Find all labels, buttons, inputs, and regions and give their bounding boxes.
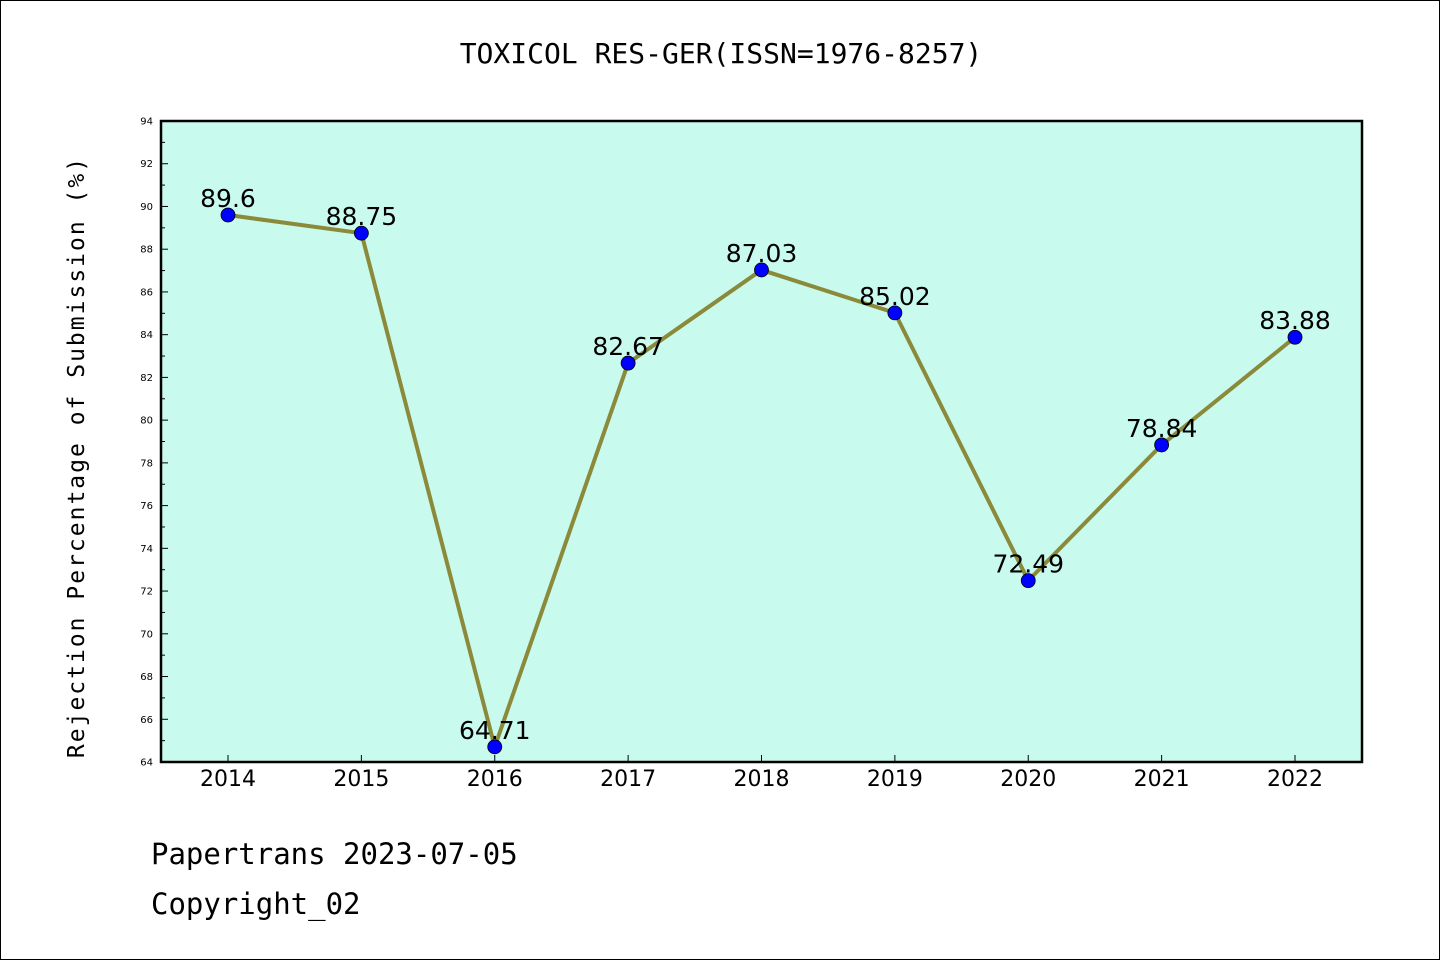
data-label: 85.02 (859, 282, 931, 311)
y-tick-label: 94 (140, 117, 153, 128)
data-labels: 89.6 88.75 64.71 82.67 87.03 85.02 72.49 78.84 8… (200, 184, 1331, 745)
data-label: 72.49 (992, 550, 1064, 579)
data-point-marker (220, 207, 236, 223)
y-tick-label: 90 (140, 202, 153, 213)
y-tick-label: 70 (140, 629, 153, 640)
footer-copyright: Copyright_02 (151, 887, 361, 921)
data-label: 88.75 (326, 202, 398, 231)
data-label: 89.6 (200, 184, 256, 213)
y-tick-label: 82 (140, 373, 153, 384)
data-point-marker (754, 262, 769, 278)
x-tick-label: 2016 (467, 767, 523, 792)
footer-source: Papertrans 2023-07-05 (151, 837, 518, 871)
x-tick-label: 2018 (734, 767, 790, 792)
x-tick-label: 2017 (600, 767, 656, 792)
y-tick-label: 72 (140, 587, 153, 598)
x-tick-label: 2021 (1134, 767, 1190, 792)
data-markers (220, 207, 1303, 755)
data-label: 82.67 (592, 332, 664, 361)
y-tick-label: 76 (140, 501, 153, 512)
x-tick-label: 2020 (1000, 767, 1056, 792)
y-tick-label: 84 (140, 330, 153, 341)
x-tick-label: 2022 (1267, 767, 1323, 792)
y-tick-label: 66 (140, 715, 153, 726)
y-axis-ticks: 64 66 68 70 72 74 76 78 80 82 84 86 88 90 92 94 (140, 117, 168, 769)
data-point-marker (353, 225, 369, 241)
y-tick-label: 88 (140, 245, 153, 256)
y-tick-label: 78 (140, 458, 153, 469)
data-point-marker (887, 305, 903, 321)
x-tick-label: 2014 (200, 767, 256, 792)
data-label: 64.71 (459, 716, 531, 745)
data-label: 78.84 (1126, 414, 1198, 443)
chart-title: TOXICOL RES-GER(ISSN=1976-8257) (459, 37, 983, 70)
data-point-marker (487, 739, 503, 755)
data-point-marker (1020, 573, 1036, 588)
y-tick-label: 68 (140, 672, 153, 683)
y-tick-label: 92 (140, 159, 153, 170)
y-tick-label: 80 (140, 416, 153, 427)
data-point-marker (620, 355, 636, 371)
y-tick-label: 86 (140, 287, 153, 298)
data-label: 83.88 (1259, 306, 1331, 335)
data-point-marker (1287, 329, 1303, 345)
x-axis-ticks: 2014 2015 2016 2017 2018 2019 2020 2021 2022 (200, 755, 1323, 792)
x-tick-label: 2015 (333, 767, 389, 792)
x-tick-label: 2019 (867, 767, 923, 792)
data-point-marker (1154, 437, 1170, 453)
y-tick-label: 64 (140, 758, 153, 769)
y-tick-label: 74 (140, 544, 153, 555)
data-label: 87.03 (726, 239, 798, 268)
